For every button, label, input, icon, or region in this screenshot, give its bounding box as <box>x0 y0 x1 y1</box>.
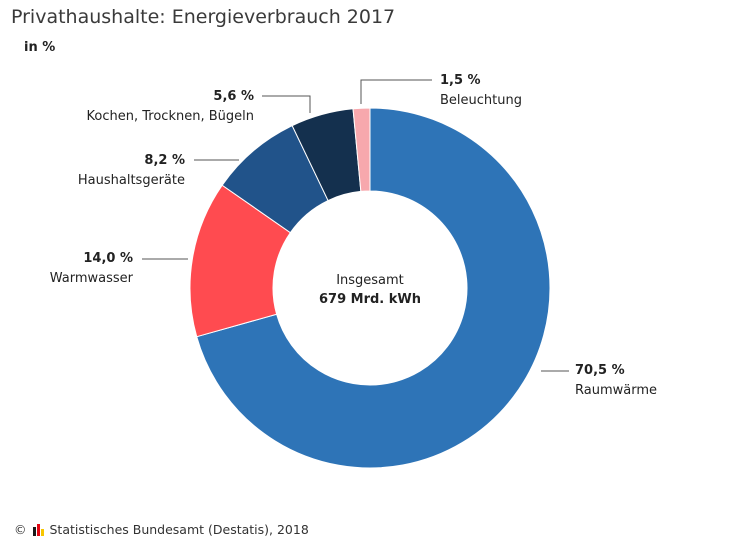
leader-line-5 <box>360 79 432 104</box>
chart-title: Privathaushalte: Energieverbrauch 2017 <box>11 6 396 28</box>
center-label-value: 679 Mrd. kWh <box>319 292 421 307</box>
destatis-logo-icon <box>32 523 44 536</box>
slice-value-label-2: 14,0 % <box>83 251 133 266</box>
slice-name-label-3: Haushaltsgeräte <box>78 173 185 188</box>
slice-value-label-3: 8,2 % <box>144 153 185 168</box>
slice-value-label-4: 5,6 % <box>213 89 254 104</box>
labels-group: 70,5 % Raumwärme 14,0 % Warmwasser 8,2 % Haus… <box>50 73 657 398</box>
slice-value-label-5: 1,5 % <box>440 73 481 88</box>
copyright-symbol: © <box>14 522 27 537</box>
footer: © Statistisches Bundesamt (Destatis), 20… <box>14 522 309 537</box>
leader-line-4 <box>262 95 311 113</box>
slice-value-label-1: 70,5 % <box>575 363 625 378</box>
slice-1 <box>196 107 551 469</box>
slice-name-label-1: Raumwärme <box>575 383 657 398</box>
center-label-total: Insgesamt <box>336 273 404 288</box>
slice-name-label-2: Warmwasser <box>50 271 134 286</box>
slice-5 <box>352 107 371 192</box>
donut-chart: 70,5 % Raumwärme 14,0 % Warmwasser 8,2 % Haus… <box>50 73 657 469</box>
slices-group <box>189 107 551 469</box>
slice-name-label-4: Kochen, Trocknen, Bügeln <box>87 109 254 124</box>
slice-name-label-5: Beleuchtung <box>440 93 522 108</box>
unit-label: in % <box>24 40 56 55</box>
source-text: Statistisches Bundesamt (Destatis), 2018 <box>49 522 309 537</box>
